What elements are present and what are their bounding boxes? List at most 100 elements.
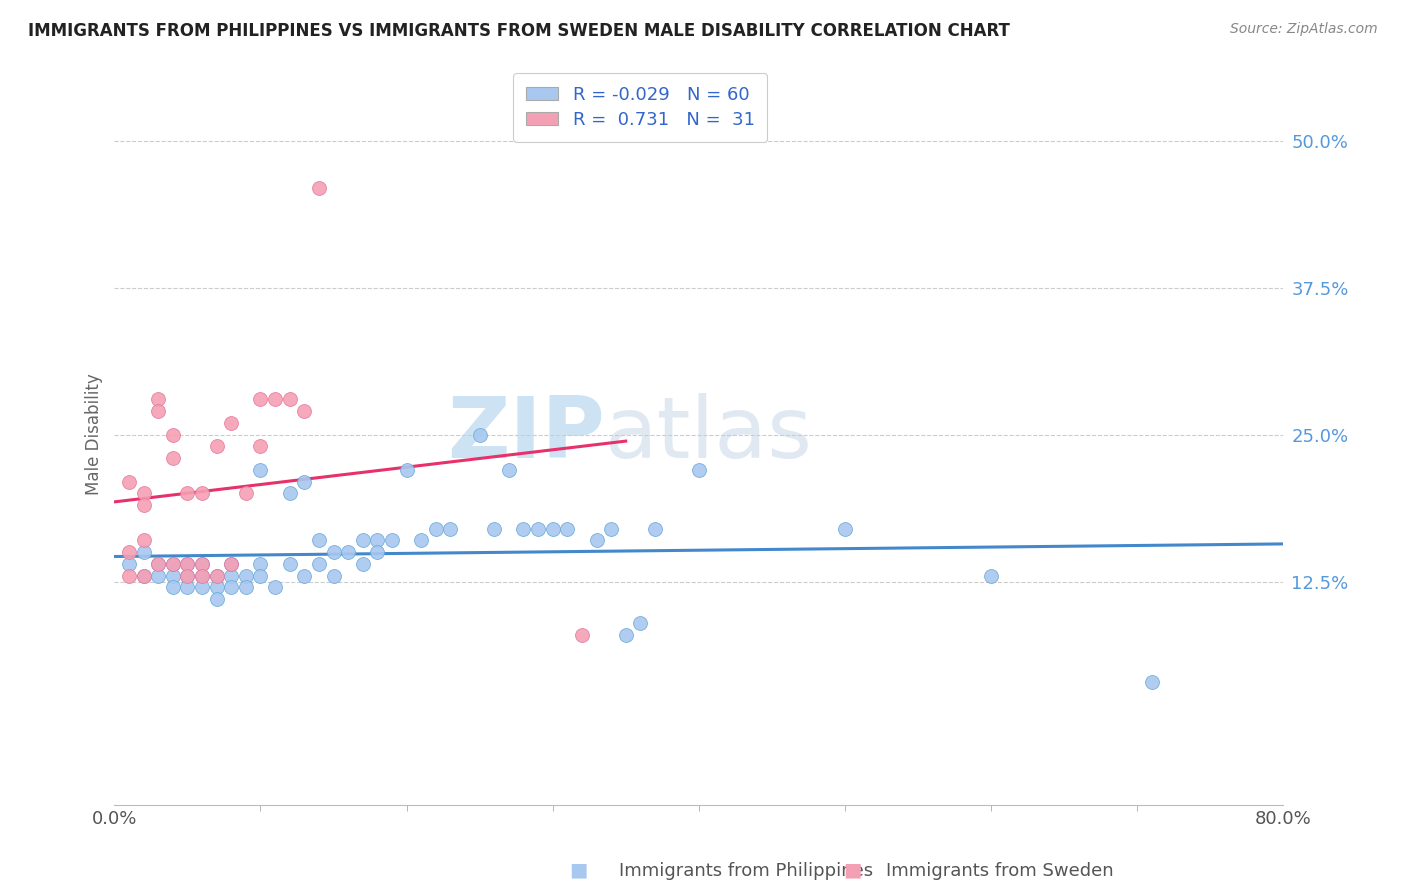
Point — [162, 557, 184, 571]
Point — [366, 545, 388, 559]
Point — [337, 545, 360, 559]
Point — [118, 557, 141, 571]
Point — [219, 581, 242, 595]
Point — [191, 568, 214, 582]
Point — [834, 522, 856, 536]
Point — [219, 557, 242, 571]
Point — [235, 568, 257, 582]
Point — [381, 533, 404, 548]
Point — [176, 557, 198, 571]
Point — [132, 486, 155, 500]
Point — [205, 568, 228, 582]
Text: Immigrants from Sweden: Immigrants from Sweden — [886, 862, 1114, 880]
Point — [162, 557, 184, 571]
Point — [322, 545, 344, 559]
Point — [148, 392, 170, 407]
Point — [132, 568, 155, 582]
Point — [118, 545, 141, 559]
Point — [191, 568, 214, 582]
Text: atlas: atlas — [605, 393, 813, 476]
Point — [219, 416, 242, 430]
Point — [235, 486, 257, 500]
Point — [585, 533, 607, 548]
Point — [555, 522, 578, 536]
Point — [148, 557, 170, 571]
Point — [644, 522, 666, 536]
Point — [162, 451, 184, 466]
Point — [205, 592, 228, 607]
Point — [571, 627, 593, 641]
Point — [176, 557, 198, 571]
Point — [527, 522, 550, 536]
Text: ZIP: ZIP — [447, 393, 605, 476]
Point — [132, 545, 155, 559]
Legend: R = -0.029   N = 60, R =  0.731   N =  31: R = -0.029 N = 60, R = 0.731 N = 31 — [513, 73, 768, 142]
Point — [249, 557, 271, 571]
Point — [205, 581, 228, 595]
Point — [688, 463, 710, 477]
Text: ■: ■ — [569, 861, 588, 880]
Point — [600, 522, 623, 536]
Point — [614, 627, 637, 641]
Point — [628, 615, 651, 630]
Text: ■: ■ — [844, 861, 862, 880]
Point — [162, 581, 184, 595]
Point — [205, 568, 228, 582]
Point — [249, 568, 271, 582]
Point — [308, 557, 330, 571]
Point — [162, 568, 184, 582]
Point — [541, 522, 564, 536]
Point — [498, 463, 520, 477]
Text: Source: ZipAtlas.com: Source: ZipAtlas.com — [1230, 22, 1378, 37]
Point — [132, 533, 155, 548]
Point — [292, 568, 315, 582]
Point — [249, 463, 271, 477]
Point — [148, 557, 170, 571]
Point — [292, 404, 315, 418]
Point — [292, 475, 315, 489]
Point — [235, 581, 257, 595]
Point — [264, 392, 287, 407]
Text: Immigrants from Philippines: Immigrants from Philippines — [619, 862, 873, 880]
Point — [439, 522, 461, 536]
Point — [278, 486, 301, 500]
Text: IMMIGRANTS FROM PHILIPPINES VS IMMIGRANTS FROM SWEDEN MALE DISABILITY CORRELATIO: IMMIGRANTS FROM PHILIPPINES VS IMMIGRANT… — [28, 22, 1010, 40]
Point — [176, 581, 198, 595]
Point — [148, 404, 170, 418]
Point — [308, 180, 330, 194]
Point — [219, 557, 242, 571]
Point — [132, 498, 155, 512]
Point — [278, 557, 301, 571]
Point — [162, 427, 184, 442]
Point — [264, 581, 287, 595]
Point — [425, 522, 447, 536]
Point — [352, 533, 374, 548]
Point — [219, 568, 242, 582]
Point — [980, 568, 1002, 582]
Point — [249, 392, 271, 407]
Point — [191, 486, 214, 500]
Point — [118, 475, 141, 489]
Point — [176, 486, 198, 500]
Point — [205, 439, 228, 453]
Point — [176, 568, 198, 582]
Point — [308, 533, 330, 548]
Point — [395, 463, 418, 477]
Point — [278, 392, 301, 407]
Y-axis label: Male Disability: Male Disability — [86, 374, 103, 495]
Point — [176, 568, 198, 582]
Point — [512, 522, 534, 536]
Point — [148, 568, 170, 582]
Point — [366, 533, 388, 548]
Point — [132, 568, 155, 582]
Point — [484, 522, 506, 536]
Point — [1140, 674, 1163, 689]
Point — [352, 557, 374, 571]
Point — [249, 439, 271, 453]
Point — [191, 557, 214, 571]
Point — [468, 427, 491, 442]
Point — [191, 557, 214, 571]
Point — [411, 533, 433, 548]
Point — [191, 581, 214, 595]
Point — [322, 568, 344, 582]
